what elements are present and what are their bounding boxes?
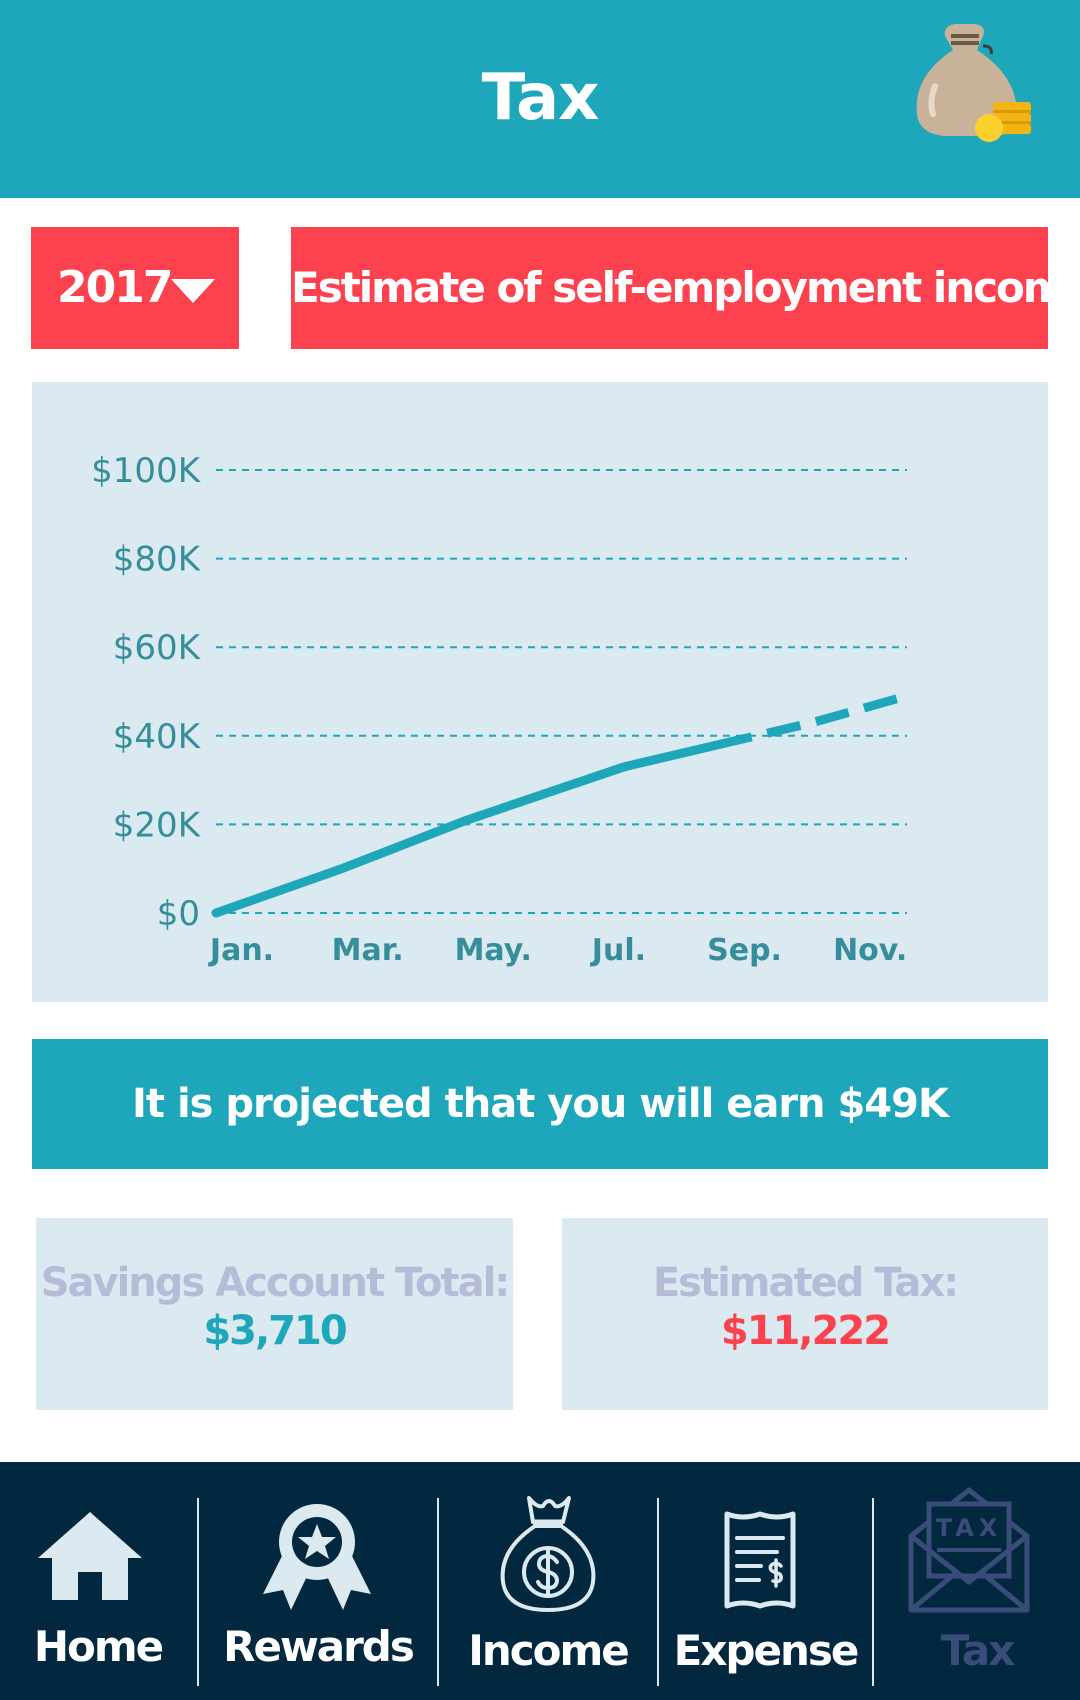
nav-label-expense: Expense <box>673 1626 860 1675</box>
year-value: 2017 <box>57 262 173 313</box>
nav-label-rewards: Rewards <box>223 1622 415 1671</box>
nav-item-rewards[interactable]: Rewards <box>199 1462 437 1700</box>
x-tick-label: Jul. <box>590 933 646 968</box>
nav-divider <box>197 1498 199 1686</box>
nav-divider <box>657 1498 659 1686</box>
y-tick-label: $100K <box>91 451 202 491</box>
income-chart: $0 $20K $40K $60K $80K $100K Jan. Mar. May. Jul. S… <box>32 382 1048 1002</box>
y-tick-label: $80K <box>113 540 202 580</box>
nav-label-home: Home <box>33 1622 164 1671</box>
page-title: Tax <box>481 61 600 135</box>
nav-item-home[interactable]: Home <box>0 1462 196 1700</box>
year-dropdown[interactable]: 2017 <box>31 227 239 349</box>
y-tick-label: $0 <box>157 894 200 934</box>
caret-down-icon <box>171 279 215 303</box>
x-tick-label: Jan. <box>208 933 274 968</box>
nav-item-income[interactable]: Income <box>439 1462 657 1700</box>
x-tick-label: Sep. <box>707 933 782 968</box>
y-tick-label: $40K <box>113 717 202 757</box>
app-header: Tax <box>0 0 1080 198</box>
income-chart-svg: $0 $20K $40K $60K $80K $100K Jan. Mar. May. Jul. S… <box>91 451 909 968</box>
bottom-nav: Home Rewards Income Expense <box>0 1462 1080 1700</box>
y-tick-label: $60K <box>113 628 202 668</box>
award-ribbon-icon <box>263 1504 371 1610</box>
savings-total-card: Savings Account Total: $3,710 <box>36 1218 513 1410</box>
estimated-tax-card: Estimated Tax: $11,222 <box>562 1218 1048 1410</box>
svg-text:TAX: TAX <box>936 1514 1003 1542</box>
nav-divider <box>872 1498 874 1686</box>
savings-total-label: Savings Account Total: <box>40 1260 511 1306</box>
income-line <box>211 740 724 918</box>
savings-total-value: $3,710 <box>203 1308 347 1354</box>
nav-item-tax[interactable]: TAX Tax <box>874 1462 1080 1700</box>
home-icon <box>38 1512 142 1600</box>
receipt-icon <box>724 1511 796 1609</box>
y-tick-label: $20K <box>113 805 202 845</box>
estimated-tax-label: Estimated Tax: <box>652 1260 959 1306</box>
nav-divider <box>437 1498 439 1686</box>
x-tick-label: May. <box>455 933 532 968</box>
dollar-bag-icon <box>500 1496 596 1612</box>
nav-label-income: Income <box>468 1626 630 1675</box>
tax-envelope-icon: TAX <box>908 1487 1030 1613</box>
x-tick-label: Nov. <box>833 933 907 968</box>
nav-item-expense[interactable]: Expense <box>659 1462 872 1700</box>
money-bag-icon <box>916 24 1031 142</box>
projected-income-line <box>717 691 909 750</box>
projection-banner: It is projected that you will earn $49K <box>32 1039 1048 1169</box>
nav-label-tax: Tax <box>940 1626 1016 1675</box>
x-tick-label: Mar. <box>332 933 404 968</box>
report-title-button[interactable]: Estimate of self-employment income <box>291 227 1080 349</box>
estimated-tax-value: $11,222 <box>720 1308 891 1354</box>
